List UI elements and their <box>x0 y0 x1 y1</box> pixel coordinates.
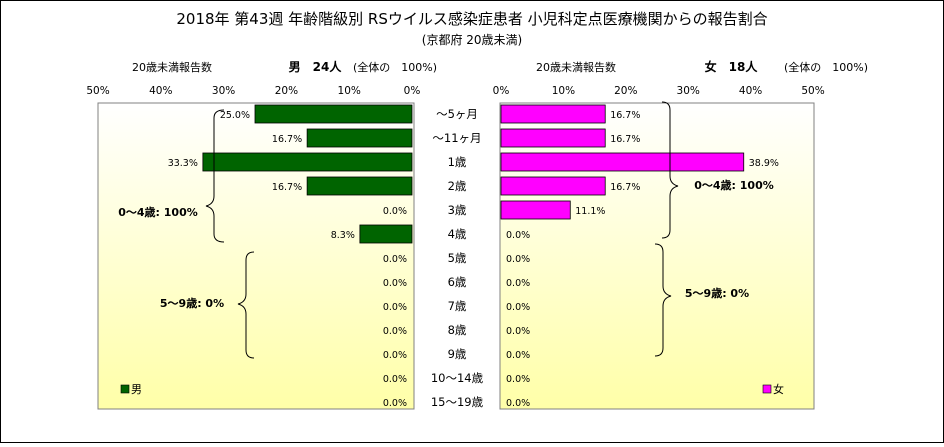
female-legend-label: 女 <box>773 382 784 396</box>
male-header-total: 男 24人 <box>289 59 343 74</box>
male-data-label-6: 0.0% <box>383 254 407 265</box>
male-axis-tick-3: 20% <box>275 85 298 97</box>
male-0-4-annotation: 0～4歳: 100% <box>118 205 198 219</box>
male-data-label-3: 16.7% <box>272 182 302 193</box>
male-data-label-1: 16.7% <box>272 134 302 145</box>
chart-subtitle: (京都府 20歳未満) <box>422 32 522 47</box>
female-axis-tick-1: 10% <box>552 85 575 97</box>
female-bar-2 <box>500 152 745 172</box>
female-data-label-12: 0.0% <box>506 398 530 409</box>
male-5-9-annotation: 5～9歳: 0% <box>160 296 224 310</box>
age-category-labels: ～5ヶ月 ～11ヶ月 1歳 2歳 3歳 4歳 5歳 6歳 7歳 8歳 9歳 10～14歳 15～19歳 <box>431 107 484 409</box>
male-data-label-5: 8.3% <box>331 230 355 241</box>
male-data-label-11: 0.0% <box>383 374 407 385</box>
female-bar-4 <box>500 200 571 220</box>
age-label-1: ～11ヶ月 <box>432 131 481 145</box>
age-label-2: 1歳 <box>448 155 467 169</box>
age-label-8: 7歳 <box>448 299 467 313</box>
female-data-label-9: 0.0% <box>506 326 530 337</box>
male-bar-1 <box>306 128 413 148</box>
age-label-5: 4歳 <box>448 227 467 241</box>
male-data-label-0: 25.0% <box>220 110 250 121</box>
female-axis-tick-4: 40% <box>739 85 762 97</box>
age-label-3: 2歳 <box>448 179 467 193</box>
male-legend-label: 男 <box>131 383 142 396</box>
female-data-label-10: 0.0% <box>506 350 530 361</box>
female-plot-area <box>499 102 815 410</box>
female-header-count-label: 20歳未満報告数 <box>536 61 616 74</box>
female-axis-tick-3: 30% <box>677 85 700 97</box>
female-header-note: (全体の 100%) <box>784 60 868 74</box>
chart-title: 2018年 第43週 年齢階級別 RSウイルス感染症患者 小児科定点医療機関から… <box>176 10 767 28</box>
male-axis-ticks: 50% 40% 30% 20% 10% 0% <box>86 85 420 97</box>
female-data-label-3: 16.7% <box>610 182 640 193</box>
male-axis-tick-5: 0% <box>404 85 421 97</box>
male-data-label-8: 0.0% <box>383 302 407 313</box>
age-label-12: 15～19歳 <box>431 395 484 409</box>
female-data-label-7: 0.0% <box>506 278 530 289</box>
female-bar-3 <box>500 176 606 196</box>
male-axis-tick-2: 30% <box>212 85 235 97</box>
female-data-label-6: 0.0% <box>506 254 530 265</box>
age-label-10: 9歳 <box>448 347 467 361</box>
female-data-label-11: 0.0% <box>506 374 530 385</box>
male-bars <box>202 104 413 244</box>
female-0-4-brace <box>661 101 679 239</box>
age-label-11: 10～14歳 <box>431 371 484 385</box>
age-label-4: 3歳 <box>448 203 467 217</box>
age-label-9: 8歳 <box>448 323 467 337</box>
female-data-label-2: 38.9% <box>749 158 779 169</box>
male-data-labels: 25.0% 16.7% 33.3% 16.7% 0.0% 8.3% 0.0% 0.0% 0.0%… <box>168 110 407 409</box>
male-legend-swatch <box>120 384 130 394</box>
male-data-label-12: 0.0% <box>383 398 407 409</box>
male-axis-tick-1: 40% <box>149 85 172 97</box>
female-bars <box>500 104 745 220</box>
male-bar-3 <box>306 176 413 196</box>
age-label-7: 6歳 <box>448 275 467 289</box>
male-plot-area <box>97 102 415 410</box>
age-label-6: 5歳 <box>448 251 467 265</box>
female-5-9-brace <box>654 243 672 357</box>
female-data-labels: 16.7% 16.7% 38.9% 16.7% 11.1% 0.0% 0.0% 0.0% 0.0… <box>506 110 779 409</box>
female-bar-0 <box>500 104 606 124</box>
female-data-label-1: 16.7% <box>610 134 640 145</box>
female-axis-tick-2: 20% <box>614 85 637 97</box>
female-data-label-4: 11.1% <box>575 206 605 217</box>
female-data-label-5: 0.0% <box>506 230 530 241</box>
male-header-note: (全体の 100%) <box>353 60 437 74</box>
female-axis-ticks: 0% 10% 20% 30% 40% 50% <box>493 85 825 97</box>
female-0-4-annotation: 0～4歳: 100% <box>694 178 774 192</box>
male-data-label-10: 0.0% <box>383 350 407 361</box>
male-axis-tick-4: 10% <box>338 85 361 97</box>
male-data-label-9: 0.0% <box>383 326 407 337</box>
male-data-label-2: 33.3% <box>168 158 198 169</box>
female-bar-1 <box>500 128 606 148</box>
male-0-4-brace <box>205 109 225 243</box>
male-data-label-7: 0.0% <box>383 278 407 289</box>
age-label-0: ～5ヶ月 <box>436 107 478 121</box>
female-data-label-8: 0.0% <box>506 302 530 313</box>
female-5-9-annotation: 5～9歳: 0% <box>685 286 749 300</box>
male-axis-tick-0: 50% <box>86 85 109 97</box>
male-5-9-brace <box>237 251 255 359</box>
female-header-total: 女 18人 <box>705 59 759 74</box>
female-legend-swatch <box>762 384 772 394</box>
male-bar-5 <box>359 224 413 244</box>
female-axis-tick-0: 0% <box>493 85 510 97</box>
male-header-count-label: 20歳未満報告数 <box>132 61 212 74</box>
male-data-label-4: 0.0% <box>383 206 407 217</box>
female-axis-tick-5: 50% <box>801 85 824 97</box>
female-data-label-0: 16.7% <box>610 110 640 121</box>
male-bar-2 <box>202 152 413 172</box>
male-bar-0 <box>254 104 413 124</box>
